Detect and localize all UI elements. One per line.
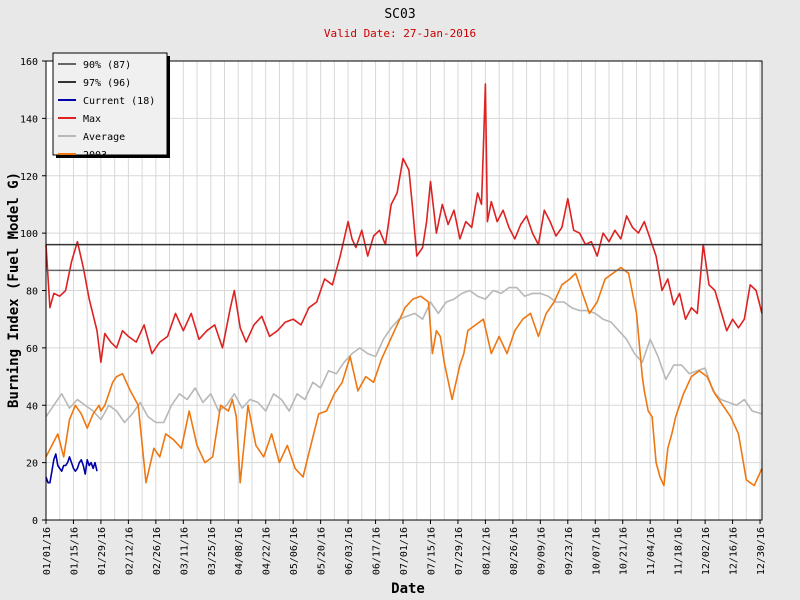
plot-area: 0 20 40 60 80 100 120 140 160 01/01/16 01/15/16 01/…: [20, 52, 767, 575]
legend-label: Max: [83, 114, 101, 125]
legend-label: 97% (96): [83, 78, 131, 89]
series-line-max: [45, 83, 763, 364]
x-tick-label: 01/15/16: [69, 527, 80, 575]
legend: 90% (87) 97% (96) Current (18) Max Average 20…: [52, 52, 170, 161]
x-tick-label: 12/16/16: [729, 527, 740, 575]
y-tick-label: 140: [20, 114, 38, 125]
y-tick-label: 0: [32, 516, 38, 527]
y-tick-label: 120: [20, 172, 38, 183]
legend-label: 2003: [83, 150, 107, 161]
x-tick-label: 07/29/16: [454, 527, 465, 575]
x-tick-label: 11/18/16: [674, 527, 685, 575]
x-tick-label: 01/01/16: [42, 527, 53, 575]
x-tick-label: 05/20/16: [317, 527, 328, 575]
legend-box: [52, 52, 168, 156]
x-tick-label: 10/07/16: [591, 527, 602, 575]
series-line-current-18: [45, 453, 98, 484]
x-tick-label: 04/22/16: [262, 527, 273, 575]
x-tick-label: 06/03/16: [344, 527, 355, 575]
y-tick-label: 80: [26, 287, 38, 298]
x-tick-label: 02/12/16: [124, 527, 135, 575]
x-tick-label: 03/11/16: [179, 527, 190, 575]
series-line-2003: [45, 266, 763, 487]
x-tick-label: 06/17/16: [372, 527, 383, 575]
x-tick-label: 02/26/16: [152, 527, 163, 575]
legend-label: 90% (87): [83, 60, 131, 71]
x-tick-label: 08/12/16: [481, 527, 492, 575]
x-tick-label: 09/23/16: [564, 527, 575, 575]
x-tick-label: 07/01/16: [399, 527, 410, 575]
chart-subtitle: Valid Date: 27-Jan-2016: [324, 27, 476, 40]
x-tick-label: 09/09/16: [536, 527, 547, 575]
legend-label: Current (18): [83, 96, 155, 107]
legend-label: Average: [83, 132, 125, 143]
x-tick-label: 01/29/16: [97, 527, 108, 575]
y-tick-label: 100: [20, 229, 38, 240]
x-tick-label: 07/15/16: [426, 527, 437, 575]
y-tick-label: 40: [26, 401, 38, 412]
y-tick-label: 20: [26, 459, 38, 470]
x-tick-label: 12/30/16: [756, 527, 767, 575]
x-tick-label: 05/06/16: [289, 527, 300, 575]
x-tick-label: 04/08/16: [234, 527, 245, 575]
x-tick-label: 03/25/16: [207, 527, 218, 575]
chart-title: SC03: [384, 7, 415, 22]
x-tick-label: 08/26/16: [509, 527, 520, 575]
y-axis-label: Burning Index (Fuel Model G): [6, 172, 22, 408]
x-axis-label: Date: [391, 581, 425, 597]
y-tick-label: 160: [20, 57, 38, 68]
x-tick-label: 12/02/16: [701, 527, 712, 575]
plot-frame: [45, 60, 763, 521]
x-tick-label: 11/04/16: [646, 527, 657, 575]
y-tick-label: 60: [26, 344, 38, 355]
x-tick-label: 10/21/16: [619, 527, 630, 575]
